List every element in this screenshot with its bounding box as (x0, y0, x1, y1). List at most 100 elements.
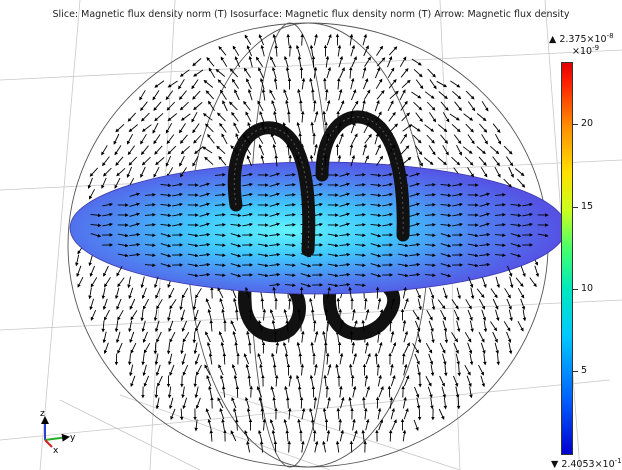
flux-arrow (296, 374, 301, 387)
flux-arrow (390, 407, 395, 420)
flux-arrow (465, 123, 474, 133)
flux-arrow (203, 79, 214, 88)
flux-arrow (490, 145, 500, 155)
flux-arrow (117, 243, 129, 248)
flux-arrow (246, 155, 253, 167)
flux-arrow (378, 386, 384, 398)
flux-arrow (400, 100, 408, 111)
flux-arrow (520, 298, 526, 311)
plot-title: Slice: Magnetic flux density norm (T) Is… (52, 9, 570, 20)
flux-arrow (388, 429, 393, 442)
flux-arrow (424, 213, 436, 217)
flux-arrow (312, 429, 317, 442)
flux-arrow (284, 203, 296, 207)
coil-lower (238, 278, 401, 343)
flux-arrow (192, 298, 197, 311)
flux-arrow (209, 429, 214, 442)
flux-arrow (271, 99, 277, 112)
flux-arrow (469, 386, 473, 399)
flux-arrow (326, 286, 331, 299)
flux-arrow (129, 212, 141, 217)
flux-arrow (301, 330, 305, 343)
flux-arrow (522, 222, 533, 227)
flux-arrow (452, 212, 463, 217)
flux-arrow (208, 352, 213, 365)
flux-arrow (483, 353, 487, 366)
flux-arrow (126, 133, 133, 145)
flux-arrow (397, 263, 409, 268)
flux-arrow (376, 57, 386, 67)
flux-arrow (140, 145, 149, 155)
flux-arrow (508, 309, 513, 322)
flux-arrow (246, 330, 251, 343)
flux-arrow (325, 132, 330, 145)
flux-arrow (194, 419, 198, 432)
flux-arrow (300, 110, 305, 123)
flux-arrow (181, 353, 186, 366)
flux-arrow (165, 122, 173, 134)
flux-arrow (179, 69, 190, 77)
flux-arrow (409, 262, 421, 267)
flux-arrow (428, 353, 434, 366)
flux-arrow (75, 254, 80, 267)
flux-arrow (390, 330, 395, 343)
flux-arrow (350, 121, 356, 134)
flux-arrow (377, 330, 381, 343)
flux-arrow (242, 212, 253, 217)
flux-arrow (397, 243, 409, 248)
flux-arrow (479, 192, 491, 197)
flux-arrow (301, 440, 305, 453)
flux-arrow (494, 203, 506, 207)
flux-arrow (452, 375, 459, 387)
flux-arrow (89, 265, 96, 277)
flux-arrow (375, 111, 382, 123)
flux-arrow (154, 276, 159, 289)
flux-arrow (273, 77, 278, 90)
flux-arrow (143, 342, 151, 354)
flux-arrow (362, 99, 366, 112)
flux-arrow (351, 341, 356, 354)
flux-arrow (230, 243, 242, 248)
flux-arrow (272, 363, 277, 376)
flux-arrow (425, 342, 433, 354)
flux-arrow (465, 299, 472, 310)
flux-arrow (495, 309, 500, 322)
flux-arrow (88, 188, 95, 200)
flux-arrow (115, 287, 120, 300)
flux-arrow (179, 155, 185, 167)
flux-arrow (221, 133, 228, 145)
flux-arrow (504, 288, 511, 299)
flux-arrow (309, 407, 314, 420)
flux-arrow (205, 408, 212, 420)
flux-arrow (467, 101, 476, 112)
flux-arrow (354, 173, 366, 177)
flux-arrow (233, 122, 240, 134)
flux-arrow (195, 397, 201, 410)
flux-arrow (440, 193, 452, 198)
flux-arrow (314, 110, 319, 123)
flux-arrow (506, 156, 514, 167)
flux-arrow (479, 298, 486, 310)
flux-arrow (258, 67, 264, 79)
flux-arrow (142, 364, 147, 377)
flux-arrow (269, 262, 281, 267)
flux-arrow (152, 122, 159, 134)
flux-arrow (490, 321, 498, 332)
flux-arrow (220, 374, 225, 387)
flux-arrow (378, 308, 384, 321)
flux-arrow (537, 233, 549, 238)
flux-arrow (469, 320, 474, 333)
flux-arrow (244, 286, 250, 299)
flux-arrow (117, 233, 129, 238)
flux-arrow (144, 253, 156, 257)
flux-arrow (284, 263, 296, 267)
flux-arrow (325, 352, 330, 365)
flux-arrow (214, 193, 226, 197)
flux-arrow (246, 78, 252, 90)
flux-arrow (167, 145, 177, 155)
flux-arrow (142, 298, 149, 310)
flux-arrow (165, 155, 172, 167)
flux-arrow (181, 287, 189, 299)
flux-arrow (412, 343, 419, 354)
